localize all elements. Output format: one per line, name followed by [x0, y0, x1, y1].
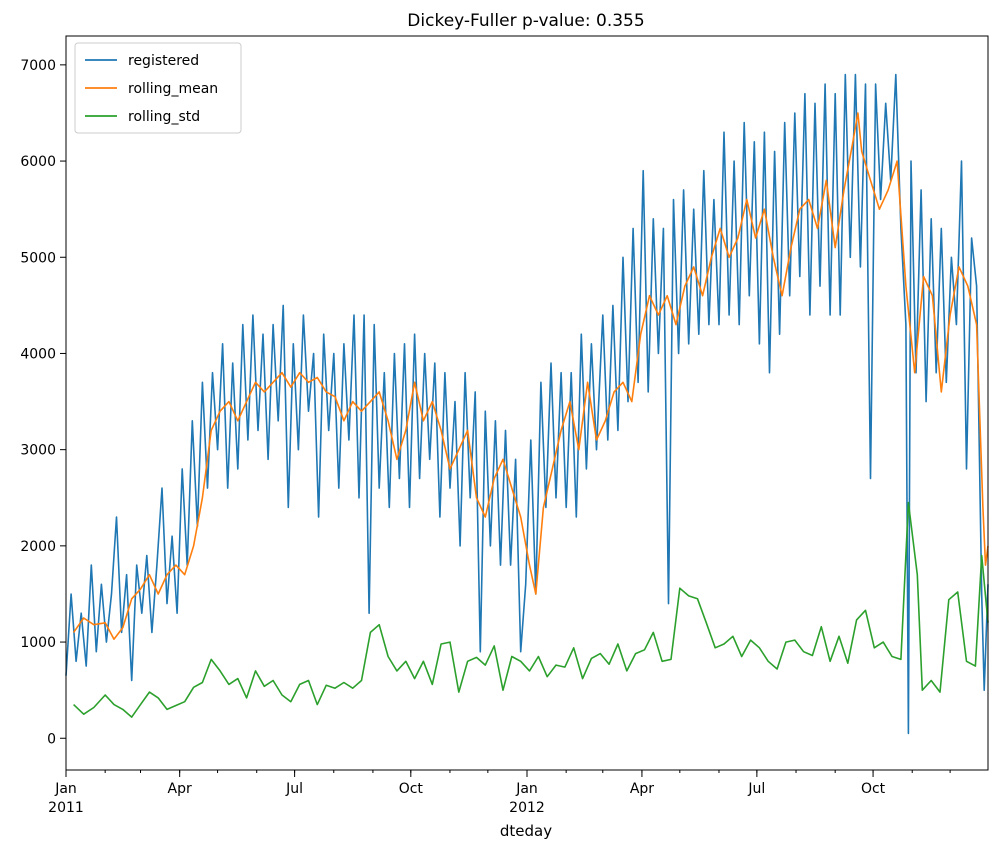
- y-tick-label: 2000: [20, 539, 56, 555]
- x-tick-label: Jul: [285, 781, 303, 797]
- y-tick-label: 7000: [20, 58, 56, 74]
- x-tick-label: Apr: [168, 781, 192, 797]
- series-line-rolling-std: [73, 501, 989, 718]
- x-tick-label: Apr: [630, 781, 654, 797]
- y-tick-label: 3000: [20, 443, 56, 459]
- y-tick-label: 0: [47, 731, 56, 747]
- plot-area: [65, 73, 989, 735]
- legend-label-registered: registered: [128, 53, 199, 69]
- axes-frame: [65, 35, 989, 771]
- legend-box: [74, 42, 242, 134]
- x-axis-label: dteday: [500, 822, 552, 840]
- x-tick-label: Jul: [747, 781, 765, 797]
- y-tick-label: 5000: [20, 250, 56, 266]
- axes: 0 1000 2000 3000 4000 5000 6000 7000 Jan 2011 Apr J…: [20, 35, 989, 816]
- x-tick-year-label: 2012: [509, 800, 545, 816]
- x-tick-label: Oct: [861, 781, 886, 797]
- y-tick-label: 6000: [20, 154, 56, 170]
- x-tick-year-label: 2011: [48, 800, 84, 816]
- legend-label-rolling-std: rolling_std: [128, 109, 200, 125]
- y-tick-label: 1000: [20, 635, 56, 651]
- series-line-registered: [65, 73, 989, 735]
- series-line-rolling-mean: [72, 112, 989, 641]
- legend-label-rolling-mean: rolling_mean: [128, 81, 218, 97]
- x-tick-label: Jan: [54, 781, 77, 797]
- x-tick-label: Jan: [515, 781, 538, 797]
- chart-title: Dickey-Fuller p-value: 0.355: [407, 11, 644, 31]
- legend: registered rolling_mean rolling_std: [74, 42, 242, 134]
- x-tick-label: Oct: [399, 781, 424, 797]
- y-tick-label: 4000: [20, 346, 56, 362]
